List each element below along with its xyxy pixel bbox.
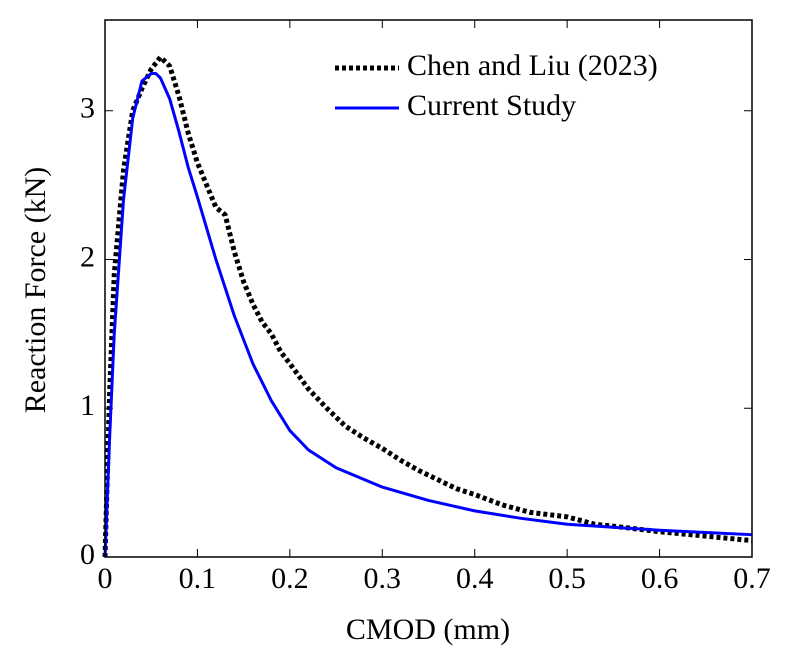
y-tick-label: 0 — [80, 538, 95, 571]
y-axis-label: Reaction Force (kN) — [19, 167, 52, 414]
y-tick-label: 1 — [80, 389, 95, 422]
y-tick-label: 3 — [80, 92, 95, 125]
x-tick-label: 0.4 — [456, 562, 494, 595]
legend-label: Chen and Liu (2023) — [407, 49, 658, 82]
plot-frame — [104, 19, 753, 558]
data-line — [103, 72, 753, 558]
x-tick-label: 0.5 — [548, 562, 586, 595]
x-tick-label: 0.1 — [179, 562, 217, 595]
x-axis-label: CMOD (mm) — [346, 613, 510, 646]
x-tick-label: 0 — [98, 562, 113, 595]
x-tick-label: 0.2 — [271, 562, 309, 595]
legend-label: Current Study — [407, 89, 576, 122]
x-tick-label: 0.7 — [733, 562, 771, 595]
data-line — [102, 54, 753, 558]
x-tick-label: 0.6 — [641, 562, 679, 595]
x-tick-label: 0.3 — [364, 562, 402, 595]
y-tick-label: 2 — [80, 240, 95, 273]
